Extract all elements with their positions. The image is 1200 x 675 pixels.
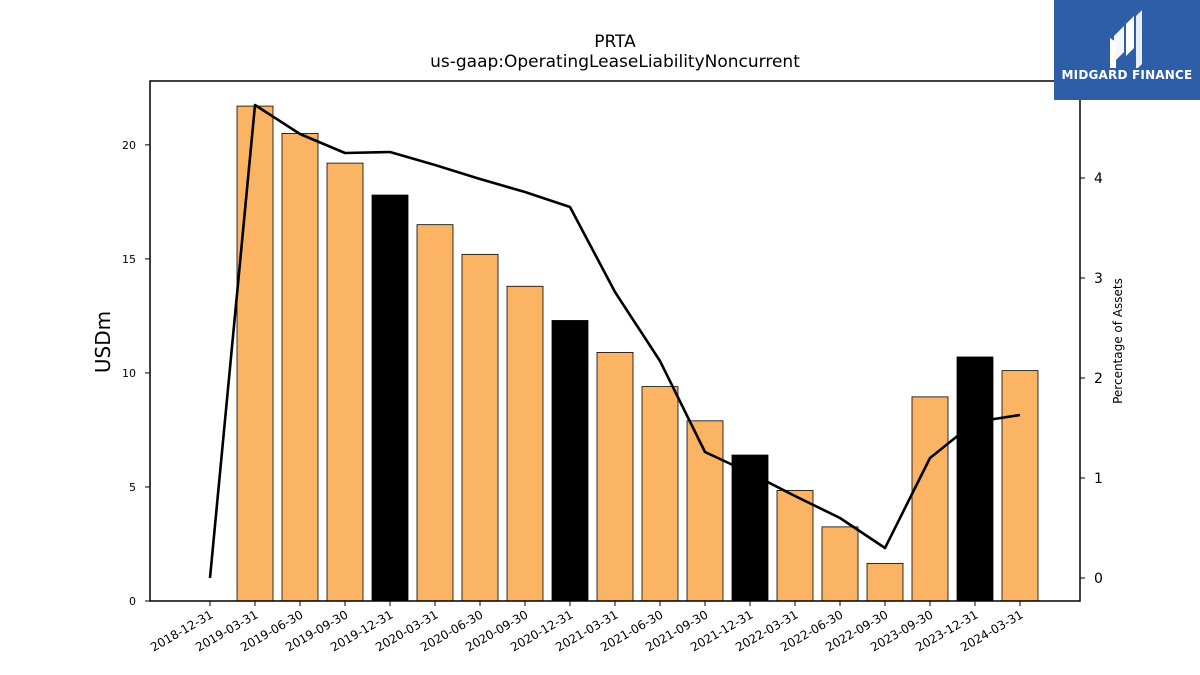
- y2-tick-label: 0: [1094, 571, 1103, 587]
- y-tick-label: 0: [129, 595, 136, 608]
- bar-2022-03-31: [776, 489, 814, 602]
- bar-2020-03-31: [416, 224, 454, 602]
- y-tick-label: 5: [129, 481, 136, 494]
- y-tick-label: 15: [122, 253, 136, 266]
- bar-2021-03-31: [596, 352, 634, 602]
- chart-title: PRTA: [594, 32, 636, 52]
- bar-2023-09-30: [911, 396, 949, 602]
- bar-2021-09-30: [686, 420, 724, 602]
- bar-2019-06-30: [281, 133, 319, 602]
- y2-tick-label: 1: [1094, 471, 1103, 487]
- y2-axis-label: Percentage of Assets: [1111, 278, 1125, 404]
- bar-2019-03-31: [236, 105, 274, 602]
- brand-name: MIDGARD FINANCE: [1061, 68, 1193, 82]
- brand-logo: MIDGARD FINANCE: [1054, 0, 1200, 100]
- y-tick-label: 10: [122, 367, 136, 380]
- y-axis-label: USDm: [91, 311, 115, 373]
- y2-tick-label: 4: [1094, 171, 1103, 187]
- bar-2021-12-31: [731, 454, 769, 602]
- bar-2024-03-31: [1001, 370, 1039, 602]
- y2-tick-label: 2: [1094, 371, 1103, 387]
- bar-2023-12-31: [956, 356, 994, 602]
- bar-2019-09-30: [326, 162, 364, 602]
- bar-2022-09-30: [866, 562, 904, 602]
- bar-2021-06-30: [641, 386, 679, 602]
- chart-subtitle: us-gaap:OperatingLeaseLiabilityNoncurren…: [430, 52, 800, 72]
- bar-2019-12-31: [371, 194, 409, 602]
- brand-logo-mark: [1110, 10, 1142, 68]
- percentage-of-assets-line: [208, 103, 1021, 579]
- bar-2020-09-30: [506, 285, 544, 602]
- y-tick-label: 20: [122, 139, 136, 152]
- bar-2020-06-30: [461, 253, 499, 602]
- y2-tick-label: 3: [1094, 271, 1103, 287]
- bar-2022-06-30: [821, 526, 859, 602]
- bar-2020-12-31: [551, 320, 589, 602]
